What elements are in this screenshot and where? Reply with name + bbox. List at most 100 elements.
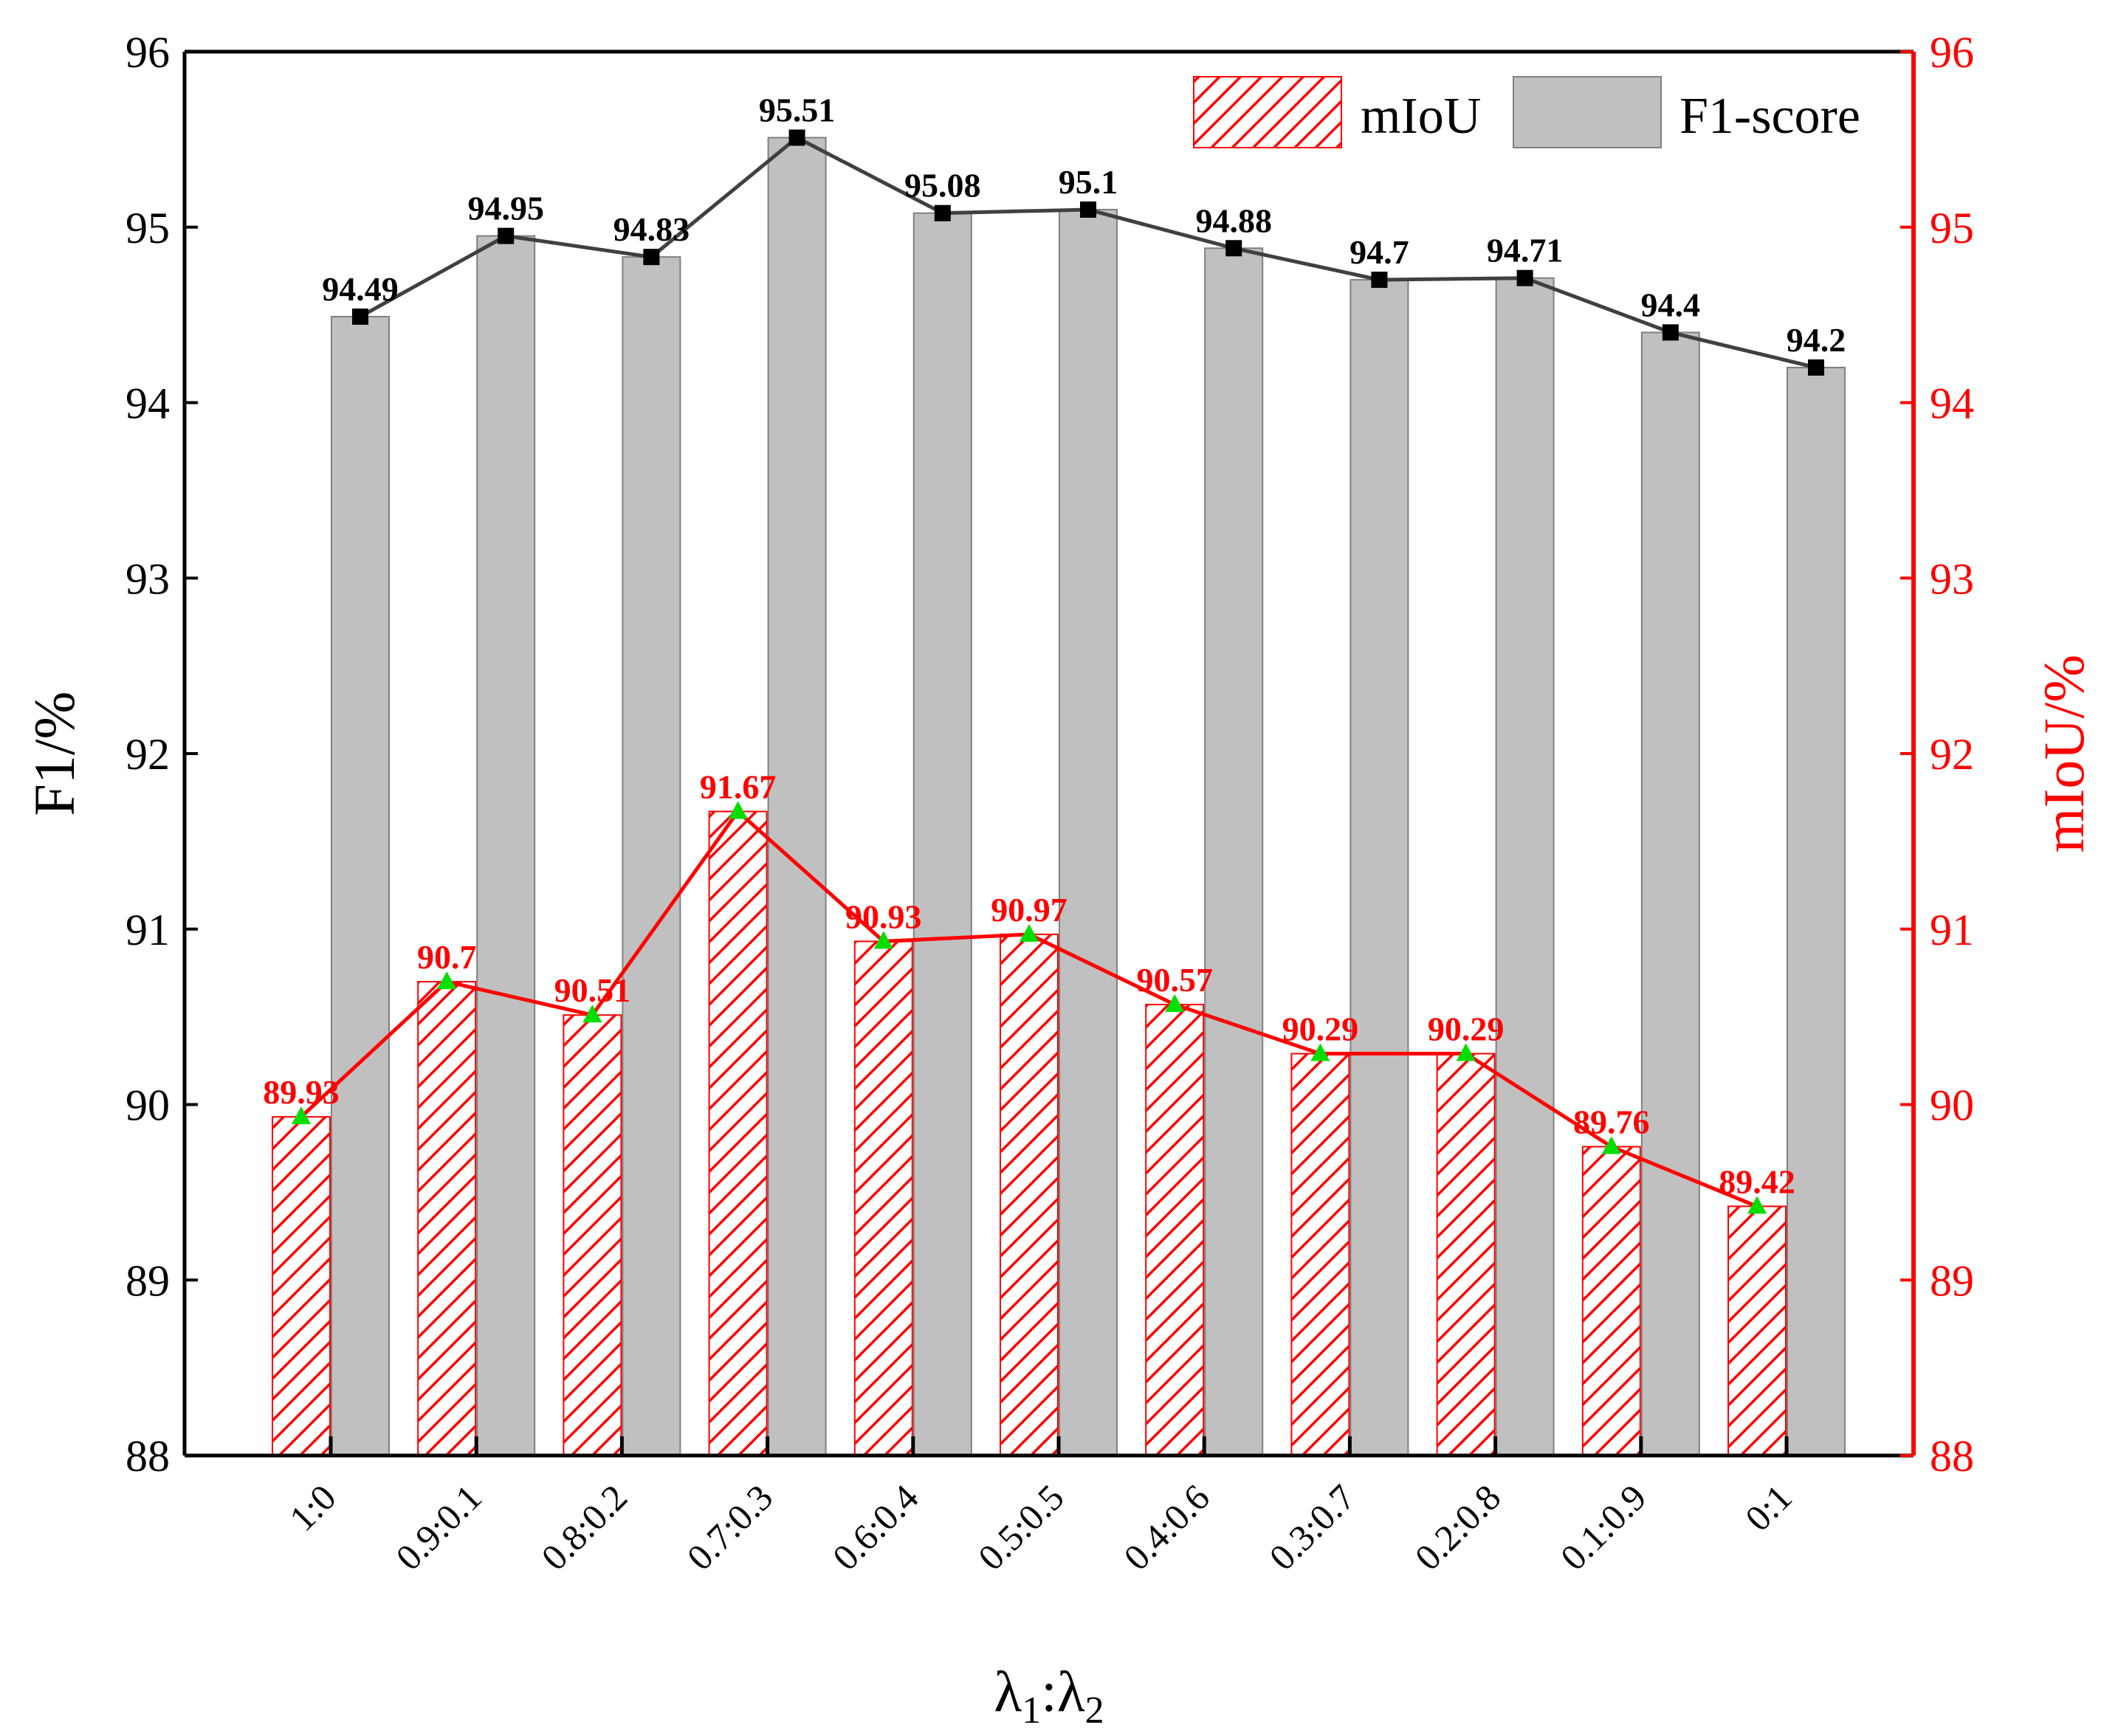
y-tick-label-right: 90 (1930, 1081, 1974, 1130)
f1-data-label: 94.88 (1195, 202, 1272, 239)
y-tick-label-right: 89 (1930, 1256, 1974, 1305)
miou-data-label: 90.7 (417, 938, 477, 976)
y-tick-label-right: 95 (1930, 204, 1974, 252)
miou-bar (1145, 1003, 1205, 1457)
y-tick-label-right: 93 (1930, 554, 1974, 603)
miou-data-label: 89.76 (1573, 1103, 1650, 1141)
miou-marker (1020, 923, 1039, 942)
f1-bar (1495, 277, 1555, 1456)
y-tick-label-right: 94 (1930, 379, 1974, 428)
f1-data-label: 95.51 (759, 91, 836, 128)
miou-data-label: 90.29 (1282, 1010, 1359, 1048)
y-tick-label-left: 96 (126, 28, 170, 77)
f1-bar (331, 316, 390, 1457)
f1-bar (476, 235, 536, 1457)
miou-data-label: 90.57 (1136, 961, 1213, 999)
x-tick-label: 0.8:0.2 (533, 1476, 635, 1578)
miou-data-label: 91.67 (700, 768, 777, 805)
miou-marker (292, 1106, 311, 1125)
miou-marker (1165, 993, 1185, 1012)
x-tick-label: 0.5:0.5 (970, 1476, 1072, 1578)
f1-marker (1516, 269, 1533, 286)
miou-marker (1601, 1136, 1621, 1154)
f1-bar (1204, 247, 1264, 1456)
miou-data-label: 89.93 (263, 1073, 340, 1111)
miou-marker (873, 931, 893, 949)
labels-layer: 94.49 94.95 94.83 95.51 95.08 95.1 94.88 94.7 94… (263, 91, 1846, 1200)
f1-data-label: 95.08 (904, 167, 981, 204)
f1-marker (934, 204, 951, 221)
f1-bar (1059, 208, 1118, 1457)
x-tick-label: 0.9:0.1 (388, 1476, 489, 1578)
y-tick-label-left: 95 (126, 204, 170, 252)
legend-f1-label: F1-score (1680, 88, 1860, 145)
miou-marker (1310, 1043, 1330, 1061)
f1-bar (1787, 366, 1846, 1457)
f1-data-label: 94.95 (467, 190, 544, 227)
y-tick-label-left: 90 (126, 1081, 170, 1130)
f1-data-label: 94.49 (322, 270, 399, 308)
y-tick-label-left: 88 (126, 1432, 170, 1481)
x-tick-label: 0.4:0.6 (1115, 1476, 1217, 1578)
x-tick-label: 0.1:0.9 (1553, 1476, 1654, 1578)
f1-marker (643, 249, 660, 266)
lines-layer (292, 129, 1824, 1214)
miou-bar (563, 1014, 622, 1457)
f1-marker (498, 227, 515, 244)
miou-bar (708, 810, 768, 1456)
f1-marker (1371, 272, 1388, 289)
x-axis-title: λ1:λ2 (994, 1659, 1104, 1732)
miou-bar (1727, 1205, 1787, 1457)
legend-miou-swatch (1193, 76, 1342, 148)
miou-marker (1747, 1196, 1767, 1214)
y-tick-label-left: 93 (126, 554, 170, 603)
miou-data-label: 90.97 (991, 891, 1068, 929)
f1-marker (788, 129, 805, 146)
f1-data-label: 94.2 (1787, 321, 1846, 359)
x-tick-label: 0:1 (1737, 1476, 1800, 1539)
f1-data-label: 94.4 (1641, 286, 1701, 323)
y-tick-label-left: 94 (126, 379, 170, 428)
miou-bar (1290, 1053, 1350, 1456)
miou-data-label: 90.93 (845, 898, 922, 935)
f1-data-label: 94.83 (613, 210, 690, 248)
f1-marker (1225, 240, 1242, 257)
f1-marker (1080, 201, 1096, 218)
y-tick-label-right: 88 (1930, 1432, 1974, 1481)
miou-bar (272, 1116, 331, 1456)
miou-data-label: 89.42 (1719, 1162, 1795, 1200)
f1-data-label: 95.1 (1059, 163, 1118, 201)
x-tick-label: 0.3:0.7 (1261, 1476, 1363, 1578)
y-axis-title-right: mIoU/% (2032, 655, 2096, 853)
f1-bar (767, 137, 827, 1456)
f1-bar (622, 256, 681, 1457)
legend-miou-label: mIoU (1361, 88, 1481, 145)
miou-bar (853, 940, 913, 1456)
legend: mIoU F1-score (1193, 76, 1860, 148)
miou-bar (1581, 1146, 1641, 1457)
f1-data-label: 94.7 (1350, 233, 1409, 271)
y-tick-label-left: 89 (126, 1256, 170, 1305)
y-tick-label-left: 92 (126, 730, 170, 779)
x-tick-label: 1:0 (281, 1476, 344, 1539)
f1-bar (1350, 279, 1409, 1457)
miou-data-label: 90.51 (554, 971, 631, 1009)
miou-marker (1456, 1043, 1476, 1061)
miou-bar (417, 981, 477, 1456)
f1-bar (1640, 331, 1700, 1456)
miou-bar (1436, 1053, 1496, 1456)
f1-marker (1808, 359, 1824, 376)
y-tick-label-right: 91 (1930, 906, 1974, 954)
f1-marker (352, 309, 368, 326)
x-tick-label: 0.6:0.4 (825, 1476, 926, 1578)
f1-bar (912, 212, 972, 1457)
f1-data-label: 94.71 (1487, 232, 1564, 269)
bars-layer (272, 137, 1846, 1457)
x-tick-label: 0.2:0.8 (1407, 1476, 1509, 1578)
f1-marker (1662, 324, 1679, 341)
x-tick-label: 0.7:0.3 (679, 1476, 781, 1578)
miou-marker (728, 801, 748, 819)
y-tick-label-left: 91 (126, 906, 170, 954)
y-tick-label-right: 96 (1930, 28, 1974, 77)
miou-marker (582, 1005, 602, 1023)
